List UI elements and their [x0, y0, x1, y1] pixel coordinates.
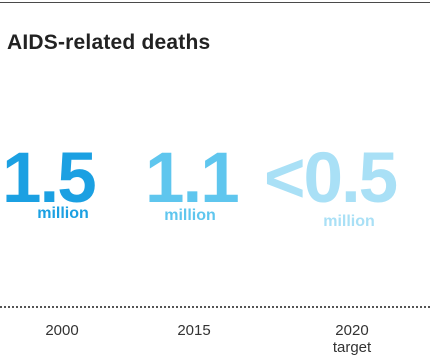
year-text: 2020 — [335, 322, 369, 339]
year-text: 2000 — [45, 322, 79, 339]
stat-unit-2000: million — [37, 205, 89, 222]
year-sublabel: target — [332, 339, 372, 356]
stat-value-2015: 1.1 — [145, 139, 240, 218]
year-label-2000: 2000 — [45, 322, 78, 339]
top-divider — [0, 2, 430, 3]
year-label-2015: 2015 — [177, 322, 210, 339]
dotted-divider — [0, 306, 430, 308]
year-label-2020: 2020 target — [333, 322, 371, 356]
stat-unit-2020: million — [323, 213, 375, 230]
year-text: 2015 — [177, 322, 211, 339]
stat-unit-2015: million — [164, 207, 216, 224]
stat-value-2020: <0.5 — [264, 139, 398, 218]
chart-title: AIDS-related deaths — [7, 31, 211, 54]
stat-value-2000: 1.5 — [2, 139, 97, 218]
